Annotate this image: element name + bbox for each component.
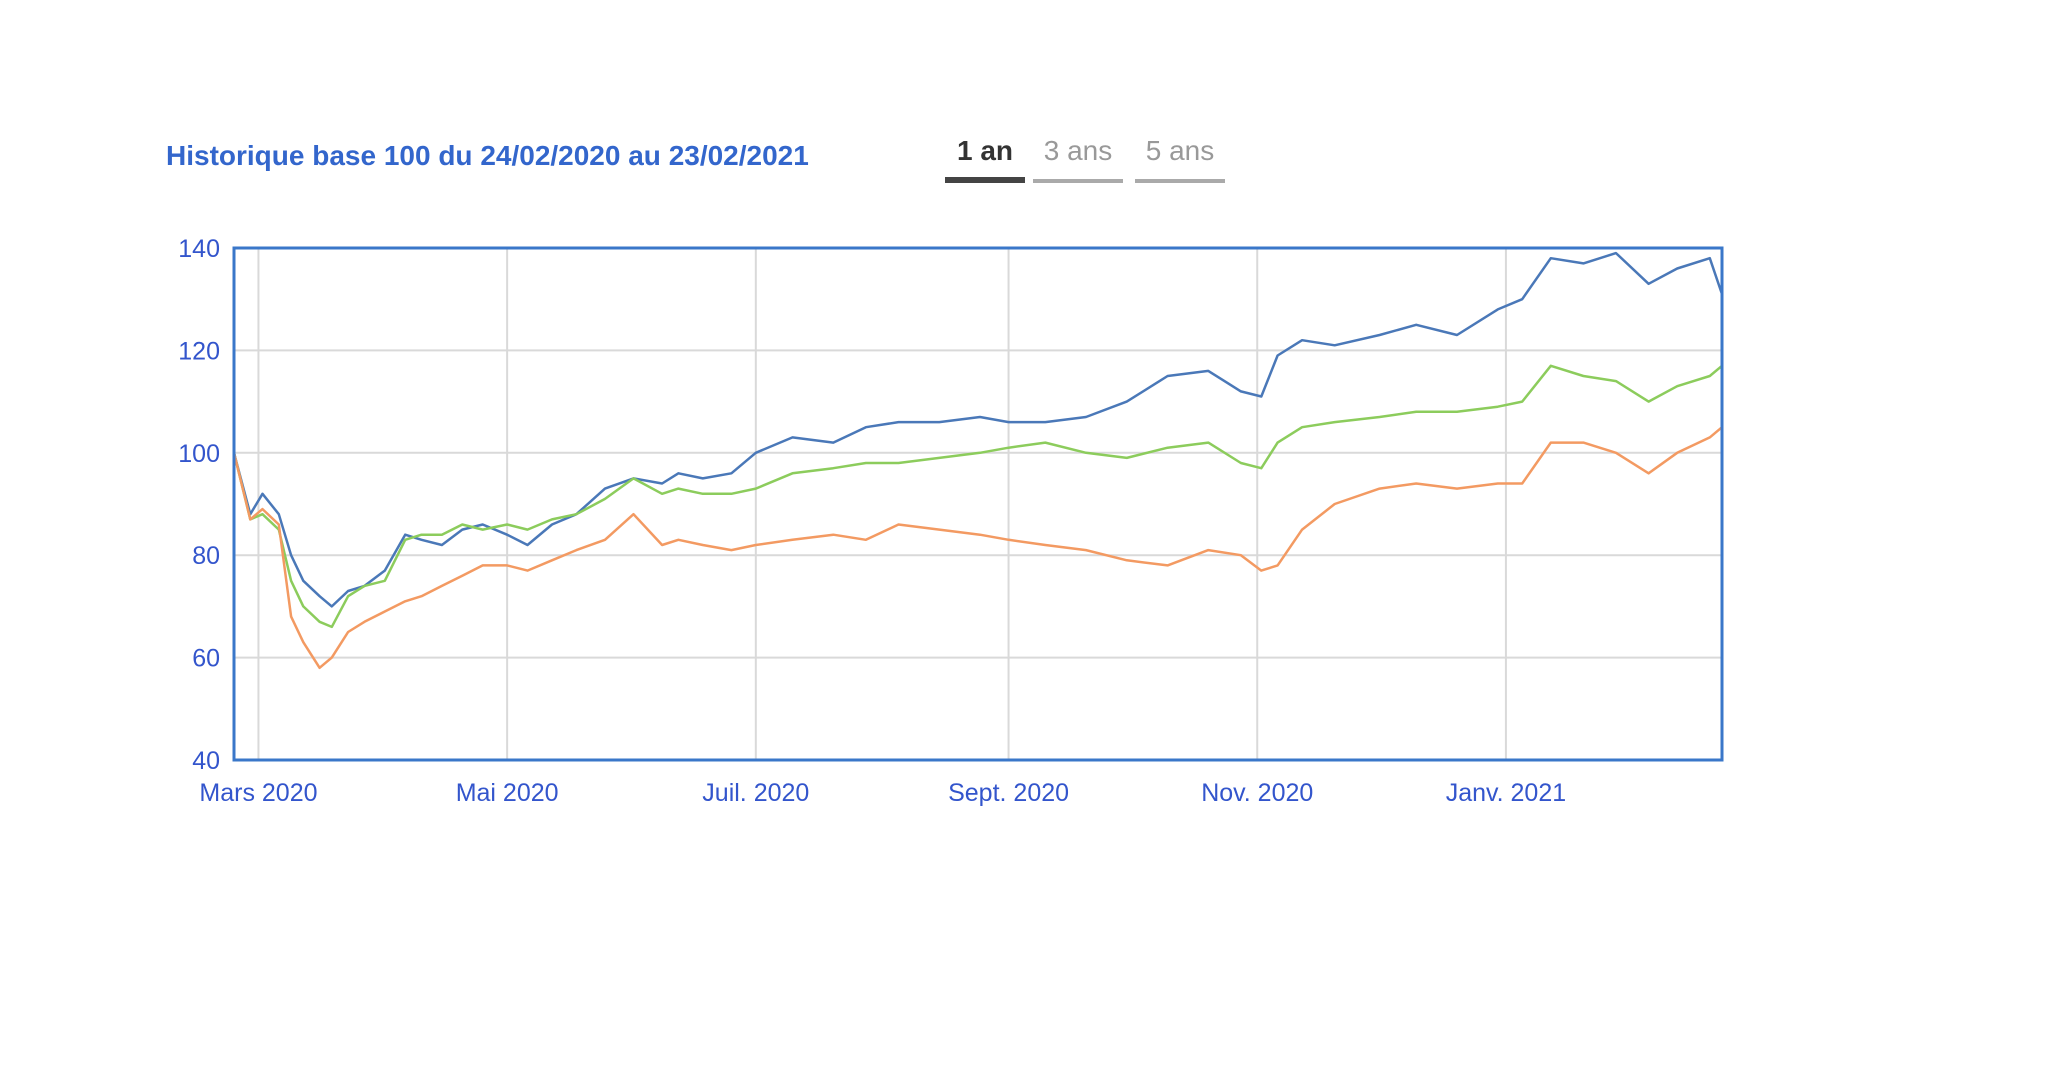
range-tab-label: 3 ans bbox=[1043, 135, 1113, 166]
active-tab-indicator bbox=[945, 177, 1025, 183]
range-tab-3-ans[interactable]: 3 ans bbox=[1033, 135, 1123, 183]
y-tick-label: 120 bbox=[178, 337, 220, 365]
y-tick-label: 100 bbox=[178, 440, 220, 468]
chart-title: Historique base 100 du 24/02/2020 au 23/… bbox=[166, 140, 809, 171]
x-tick-label: Mars 2020 bbox=[199, 779, 317, 807]
x-tick-label: Nov. 2020 bbox=[1201, 779, 1313, 807]
tab-underline bbox=[1135, 179, 1225, 183]
range-tab-1-an[interactable]: 1 an bbox=[945, 135, 1025, 183]
plot-frame bbox=[232, 246, 1724, 762]
range-tab-label: 1 an bbox=[956, 135, 1014, 166]
series-line-2 bbox=[232, 364, 1723, 629]
x-tick-label: Juil. 2020 bbox=[702, 779, 809, 807]
y-tick-label: 40 bbox=[192, 747, 220, 775]
x-tick-label: Mai 2020 bbox=[456, 779, 559, 807]
tab-underline bbox=[1033, 179, 1123, 183]
y-tick-label: 140 bbox=[178, 235, 220, 263]
range-tab-5-ans[interactable]: 5 ans bbox=[1135, 135, 1225, 183]
series-line-1 bbox=[232, 251, 1724, 608]
range-tab-label: 5 ans bbox=[1145, 135, 1215, 166]
y-tick-label: 60 bbox=[192, 645, 220, 673]
x-tick-label: Sept. 2020 bbox=[948, 779, 1069, 807]
series-line-3 bbox=[232, 426, 1723, 670]
y-tick-label: 80 bbox=[192, 542, 220, 570]
x-tick-label: Janv. 2021 bbox=[1446, 779, 1566, 807]
